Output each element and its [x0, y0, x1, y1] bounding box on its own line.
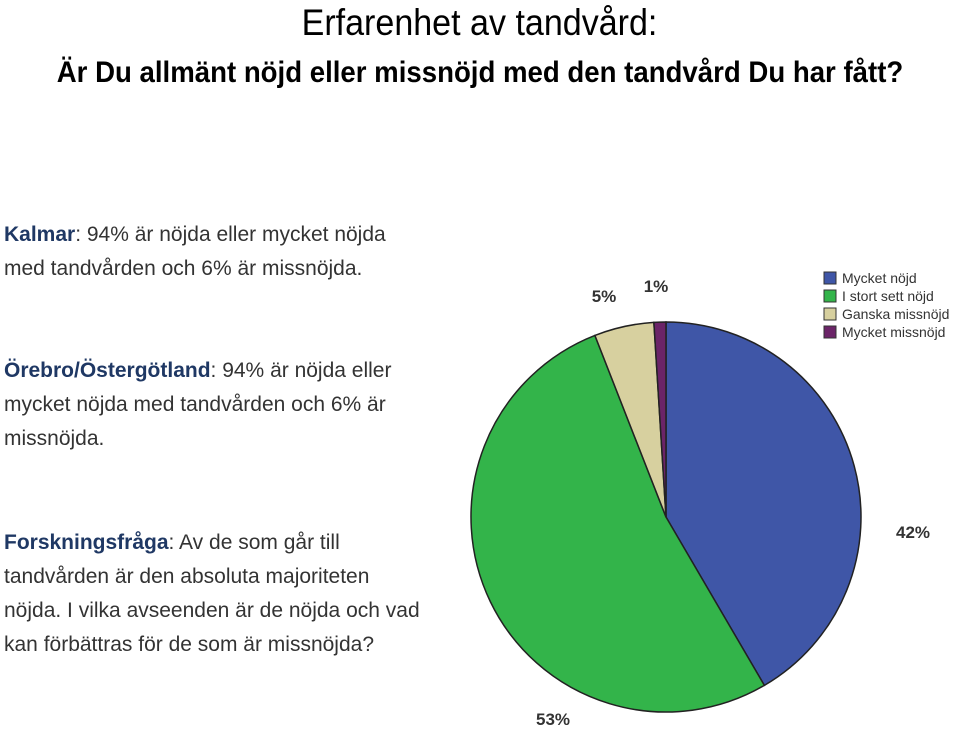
- value-label: 42%: [896, 523, 930, 542]
- pie-slice: [665, 321, 862, 687]
- value-label: 53%: [536, 710, 570, 729]
- label: Kalmar: [4, 223, 76, 246]
- paragraph: Kalmar: 94% är nöjda eller mycket nöjda …: [4, 218, 414, 286]
- label: Forskningsfråga: [4, 531, 169, 554]
- legend-swatch: [823, 271, 837, 285]
- text: : 94% är nöjda eller mycket nöjda med ta…: [4, 359, 392, 450]
- title: Erfarenhet av tandvård:: [301, 2, 658, 43]
- pie-slice: [653, 321, 667, 518]
- paragraph: Forskningsfråga: Av de som går till tand…: [4, 526, 424, 662]
- value-label: 5%: [592, 287, 617, 306]
- legend-label: I stort sett nöjd: [842, 288, 934, 304]
- paragraph: Örebro/Östergötland: 94% är nöjda eller …: [4, 354, 424, 456]
- legend-label: Mycket nöjd: [842, 270, 917, 286]
- text: : Av de som går till tandvården är den a…: [4, 531, 420, 656]
- legend-label: Ganska missnöjd: [842, 306, 949, 322]
- legend-label: Mycket missnöjd: [842, 324, 945, 340]
- question: Är Du allmänt nöjd eller missnöjd med de…: [56, 56, 904, 89]
- label: Örebro/Östergötland: [4, 359, 211, 382]
- legend-swatch: [823, 289, 837, 303]
- value-label: 1%: [644, 277, 669, 296]
- text: : 94% är nöjda eller mycket nöjda med ta…: [4, 223, 386, 280]
- legend-swatch: [823, 325, 837, 339]
- pie-slice: [470, 334, 766, 713]
- legend-swatch: [823, 307, 837, 321]
